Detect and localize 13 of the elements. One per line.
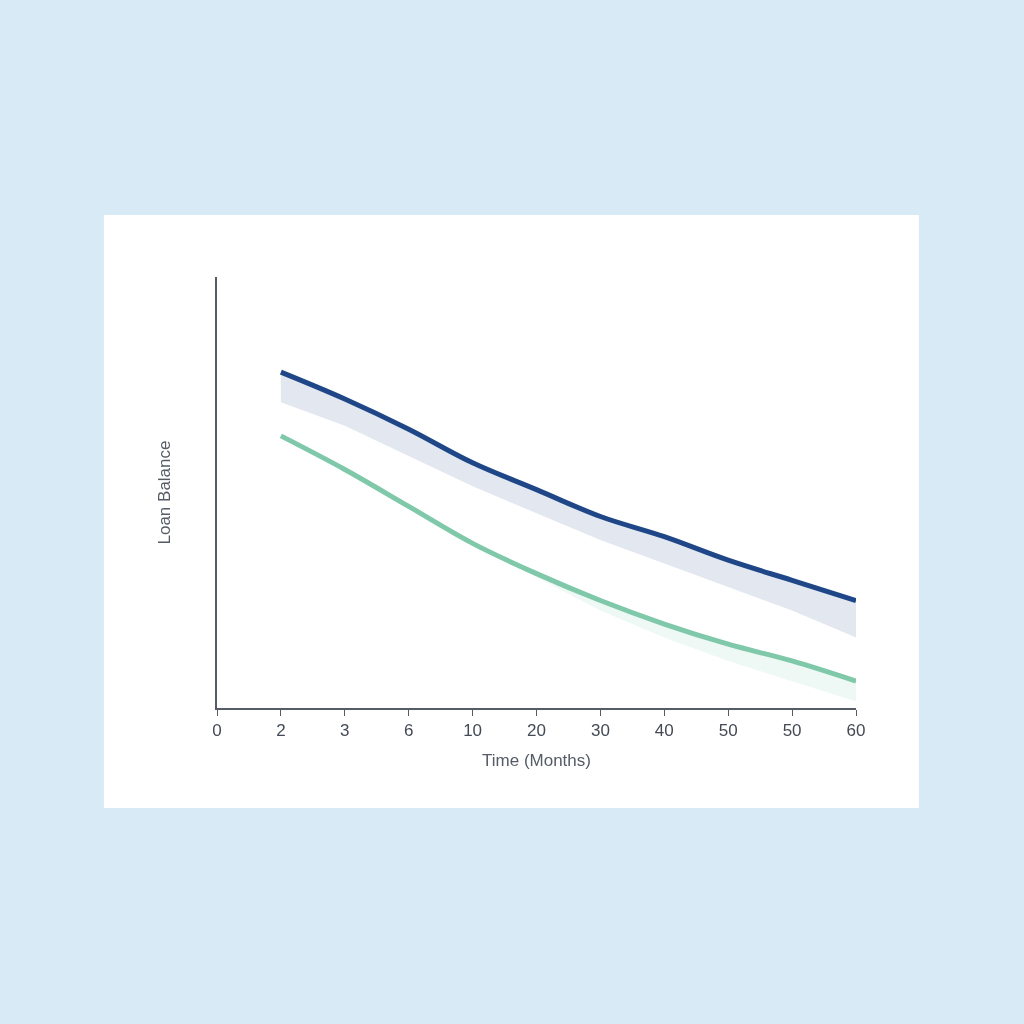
x-tick-label: 0 [212,721,222,741]
x-axis-title: Time (Months) [482,751,591,771]
x-tick-label: 10 [463,721,483,741]
x-tick-label: 60 [846,721,866,741]
x-tick-label: 3 [340,721,350,741]
x-tick-label: 50 [718,721,738,741]
x-tick-label: 6 [403,721,414,741]
x-tick-label: 30 [590,721,610,741]
x-tick-label: 20 [527,721,546,741]
x-tick-label: 40 [654,721,674,741]
x-tick-label: 50 [782,721,802,741]
y-axis-title: Loan Balance [155,440,175,545]
x-tick-label: 2 [276,721,286,741]
